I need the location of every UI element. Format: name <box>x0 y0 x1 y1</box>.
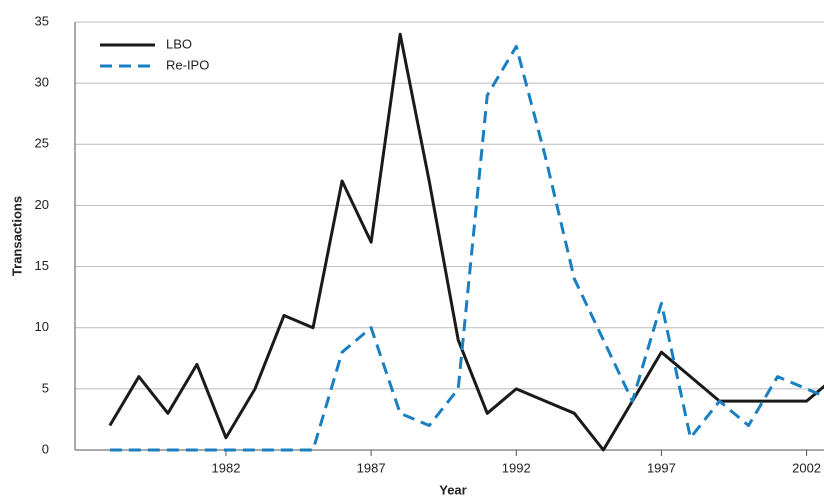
y-axis-label: Transactions <box>9 196 24 276</box>
y-tick-label: 15 <box>35 258 49 273</box>
x-tick-label: 1982 <box>212 460 241 475</box>
y-tick-label: 35 <box>35 13 49 28</box>
x-tick-label: 1987 <box>357 460 386 475</box>
line-1 <box>109 44 824 452</box>
x-tick-label: 2002 <box>792 460 821 475</box>
y-tick-label: 25 <box>35 136 49 151</box>
plot-area <box>108 32 824 452</box>
y-tick-label: 10 <box>35 319 49 334</box>
y-tick-label: 5 <box>42 380 49 395</box>
y-tick-label: 0 <box>42 441 49 456</box>
x-tick-label: 1992 <box>502 460 531 475</box>
y-tick-label: 20 <box>35 197 49 212</box>
legend-label: Re-IPO <box>166 57 209 72</box>
y-tick-label: 30 <box>35 75 49 90</box>
legend-label: LBO <box>166 36 192 51</box>
x-axis-label: Year <box>439 482 466 497</box>
line-0 <box>108 32 824 452</box>
x-tick-label: 1997 <box>647 460 676 475</box>
